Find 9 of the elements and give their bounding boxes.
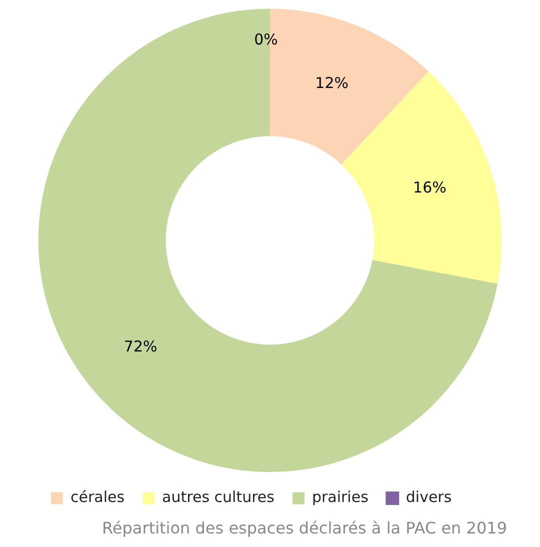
data-label: 16% bbox=[413, 178, 446, 196]
legend-label: cérales bbox=[70, 488, 125, 506]
text: 0% bbox=[254, 30, 278, 49]
text: Répartition des espaces déclarés à la PAC en 2019 bbox=[102, 518, 507, 538]
legend-label: prairies bbox=[312, 488, 369, 506]
data-label: 12% bbox=[315, 74, 348, 92]
legend-label: divers bbox=[406, 488, 452, 506]
data-label: 72% bbox=[124, 337, 158, 356]
legend-label: autres cultures bbox=[162, 488, 275, 506]
